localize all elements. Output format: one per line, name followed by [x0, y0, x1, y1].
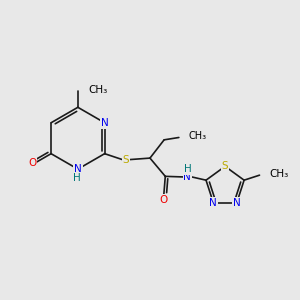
Text: CH₃: CH₃ [188, 131, 206, 141]
Text: CH₃: CH₃ [88, 85, 107, 94]
Text: H: H [73, 173, 80, 183]
Text: N: N [74, 164, 82, 174]
Text: O: O [28, 158, 36, 167]
Text: S: S [222, 161, 228, 171]
Text: N: N [101, 118, 109, 128]
Text: O: O [160, 195, 168, 205]
Text: N: N [233, 198, 241, 208]
Text: N: N [184, 172, 191, 182]
Text: S: S [122, 154, 129, 165]
Text: CH₃: CH₃ [269, 169, 288, 179]
Text: N: N [209, 198, 217, 208]
Text: H: H [184, 164, 192, 174]
